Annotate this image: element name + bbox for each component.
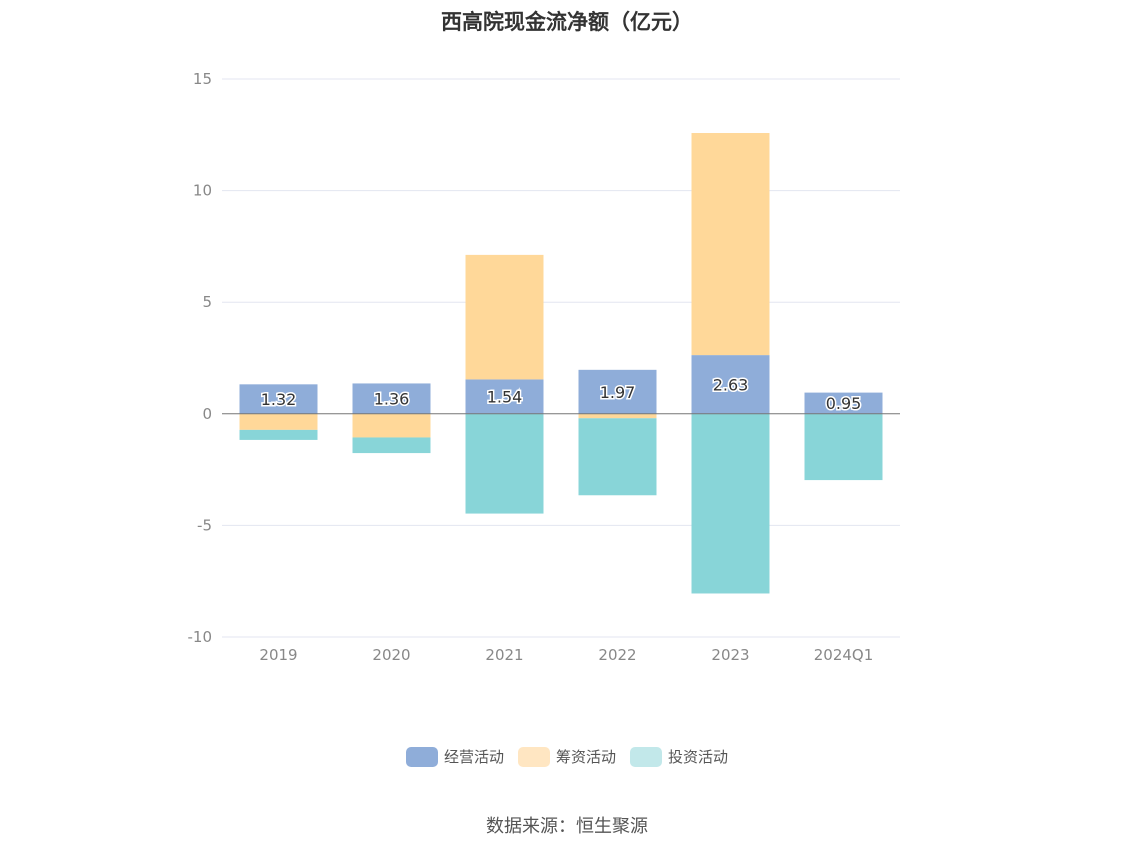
legend-label-investing: 投资活动 <box>668 748 729 766</box>
bar-investing <box>465 413 544 514</box>
data-label: 1.36 <box>374 390 410 409</box>
bar-investing <box>578 418 657 496</box>
legend-item-financing[interactable]: 筹资活动 <box>517 746 616 767</box>
y-tick-label: -10 <box>188 628 213 646</box>
bar-operating <box>352 383 431 414</box>
y-tick-label: -5 <box>197 516 212 534</box>
bar-operating <box>465 379 544 414</box>
bar-investing <box>239 429 318 440</box>
bar-operating <box>239 384 318 414</box>
bar-operating <box>578 369 657 414</box>
bar-investing <box>691 413 770 594</box>
x-tick-label: 2021 <box>485 646 523 664</box>
bar-financing <box>239 413 318 430</box>
legend-swatch-investing <box>630 746 662 767</box>
y-tick-label: 0 <box>202 405 212 423</box>
y-tick-label: 15 <box>193 70 212 88</box>
data-label: 2.63 <box>713 375 749 394</box>
chart-title: 西高院现金流净额（亿元） <box>441 10 693 34</box>
legend-item-operating[interactable]: 经营活动 <box>405 746 504 767</box>
bar-financing <box>352 413 431 438</box>
legend-swatch-operating <box>405 746 438 767</box>
bar-financing <box>578 413 657 419</box>
bar-investing <box>352 437 431 454</box>
data-label: 1.54 <box>487 388 523 407</box>
legend-swatch-financing <box>517 746 550 767</box>
data-label: 1.97 <box>600 383 636 402</box>
bar-operating <box>804 392 883 414</box>
bar-investing <box>804 413 883 481</box>
x-tick-label: 2023 <box>711 646 749 664</box>
bar-financing <box>465 254 544 380</box>
x-tick-label: 2022 <box>598 646 636 664</box>
x-tick-label: 2024Q1 <box>814 646 874 664</box>
legend: 经营活动 筹资活动 投资活动 <box>0 746 1134 767</box>
y-tick-label: 5 <box>202 293 212 311</box>
legend-item-investing[interactable]: 投资活动 <box>630 746 728 767</box>
legend-label-financing: 筹资活动 <box>555 748 616 766</box>
x-tick-label: 2020 <box>372 646 410 664</box>
bar-operating <box>691 355 770 414</box>
x-tick-label: 2019 <box>259 646 297 664</box>
data-label: 0.95 <box>826 394 862 413</box>
bar-financing <box>691 133 770 356</box>
y-tick-label: 10 <box>193 182 212 200</box>
data-label: 1.32 <box>261 390 297 409</box>
legend-label-operating: 经营活动 <box>443 748 504 766</box>
data-source: 数据来源：恒生聚源 <box>486 816 648 837</box>
